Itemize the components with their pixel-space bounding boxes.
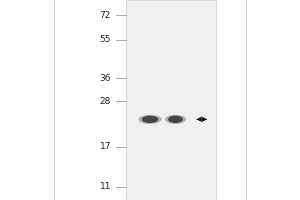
Ellipse shape (142, 116, 158, 123)
Text: 17: 17 (100, 142, 111, 151)
Text: 36: 36 (100, 74, 111, 83)
Text: 72: 72 (100, 11, 111, 20)
Text: 28: 28 (100, 97, 111, 106)
Ellipse shape (168, 116, 183, 123)
Text: 55: 55 (100, 35, 111, 44)
Ellipse shape (165, 115, 186, 124)
Ellipse shape (139, 115, 161, 124)
Bar (126, 0, 216, 200)
Text: 11: 11 (100, 182, 111, 191)
